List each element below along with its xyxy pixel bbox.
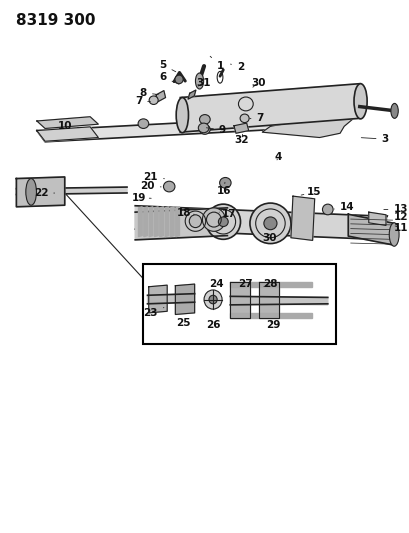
Ellipse shape	[390, 103, 397, 118]
Text: 10: 10	[57, 122, 79, 131]
Ellipse shape	[189, 215, 201, 228]
Polygon shape	[262, 114, 351, 138]
Text: 29: 29	[266, 320, 280, 329]
Polygon shape	[290, 196, 314, 240]
Text: 12: 12	[386, 213, 407, 222]
FancyBboxPatch shape	[143, 264, 335, 344]
Polygon shape	[16, 187, 127, 195]
Text: 22: 22	[34, 189, 54, 198]
Text: 25: 25	[176, 318, 190, 328]
Polygon shape	[230, 282, 249, 318]
Ellipse shape	[149, 96, 158, 104]
Text: 24: 24	[209, 279, 223, 288]
Polygon shape	[135, 208, 227, 240]
Ellipse shape	[199, 125, 210, 134]
Polygon shape	[37, 127, 98, 141]
Polygon shape	[165, 207, 169, 237]
Text: 20: 20	[140, 181, 161, 191]
Polygon shape	[148, 285, 167, 313]
Ellipse shape	[219, 177, 231, 188]
Text: 13: 13	[383, 205, 407, 214]
Text: 31: 31	[196, 78, 211, 87]
Text: 8319 300: 8319 300	[16, 13, 96, 28]
Ellipse shape	[209, 295, 217, 304]
Text: 30: 30	[250, 78, 265, 87]
Text: 11: 11	[393, 223, 407, 233]
Polygon shape	[230, 296, 327, 305]
Ellipse shape	[388, 223, 398, 246]
Text: 17: 17	[219, 209, 236, 219]
Ellipse shape	[198, 123, 209, 133]
Polygon shape	[347, 214, 393, 245]
Ellipse shape	[26, 179, 36, 205]
Text: 23: 23	[143, 308, 164, 318]
Polygon shape	[230, 282, 312, 287]
Text: 14: 14	[334, 202, 354, 212]
Polygon shape	[368, 212, 385, 225]
Polygon shape	[160, 207, 163, 237]
Polygon shape	[234, 123, 248, 133]
Text: 16: 16	[216, 182, 230, 196]
Ellipse shape	[322, 204, 332, 215]
Ellipse shape	[199, 115, 210, 124]
Text: 6: 6	[159, 72, 179, 84]
Text: 32: 32	[234, 134, 248, 144]
Text: 8: 8	[139, 88, 158, 98]
Polygon shape	[154, 207, 158, 237]
Text: 18: 18	[176, 208, 194, 218]
Text: 19: 19	[132, 193, 151, 203]
Text: 30: 30	[262, 233, 276, 243]
Ellipse shape	[204, 290, 222, 309]
Ellipse shape	[175, 75, 183, 84]
Ellipse shape	[176, 98, 188, 133]
Text: 2: 2	[230, 62, 243, 71]
Text: 1: 1	[210, 56, 223, 70]
Ellipse shape	[263, 217, 276, 230]
Polygon shape	[16, 177, 65, 207]
Text: 7: 7	[249, 113, 263, 123]
Text: 27: 27	[238, 279, 252, 288]
Ellipse shape	[240, 114, 249, 123]
Polygon shape	[180, 84, 360, 132]
Polygon shape	[37, 117, 98, 128]
Text: 21: 21	[143, 172, 164, 182]
Polygon shape	[170, 207, 174, 237]
Ellipse shape	[195, 73, 203, 89]
Text: 4: 4	[274, 152, 282, 161]
Polygon shape	[188, 90, 196, 99]
Ellipse shape	[249, 203, 290, 244]
Polygon shape	[230, 313, 312, 318]
Ellipse shape	[202, 208, 225, 231]
Ellipse shape	[163, 181, 175, 192]
Text: 5: 5	[159, 60, 175, 72]
Ellipse shape	[353, 84, 366, 119]
Ellipse shape	[218, 217, 228, 227]
Text: 15: 15	[301, 188, 320, 197]
Text: 28: 28	[263, 279, 277, 288]
Polygon shape	[156, 91, 165, 102]
Polygon shape	[258, 282, 278, 318]
Polygon shape	[135, 206, 386, 240]
Polygon shape	[37, 116, 313, 142]
Ellipse shape	[206, 204, 240, 239]
Ellipse shape	[138, 119, 148, 128]
Text: 9: 9	[206, 125, 225, 135]
Polygon shape	[138, 207, 142, 237]
Text: 26: 26	[206, 320, 220, 329]
Polygon shape	[175, 284, 194, 314]
Text: 7: 7	[135, 96, 150, 106]
Polygon shape	[149, 207, 153, 237]
Polygon shape	[147, 294, 194, 304]
Polygon shape	[175, 207, 179, 237]
Text: 3: 3	[360, 134, 388, 144]
Polygon shape	[144, 207, 147, 237]
